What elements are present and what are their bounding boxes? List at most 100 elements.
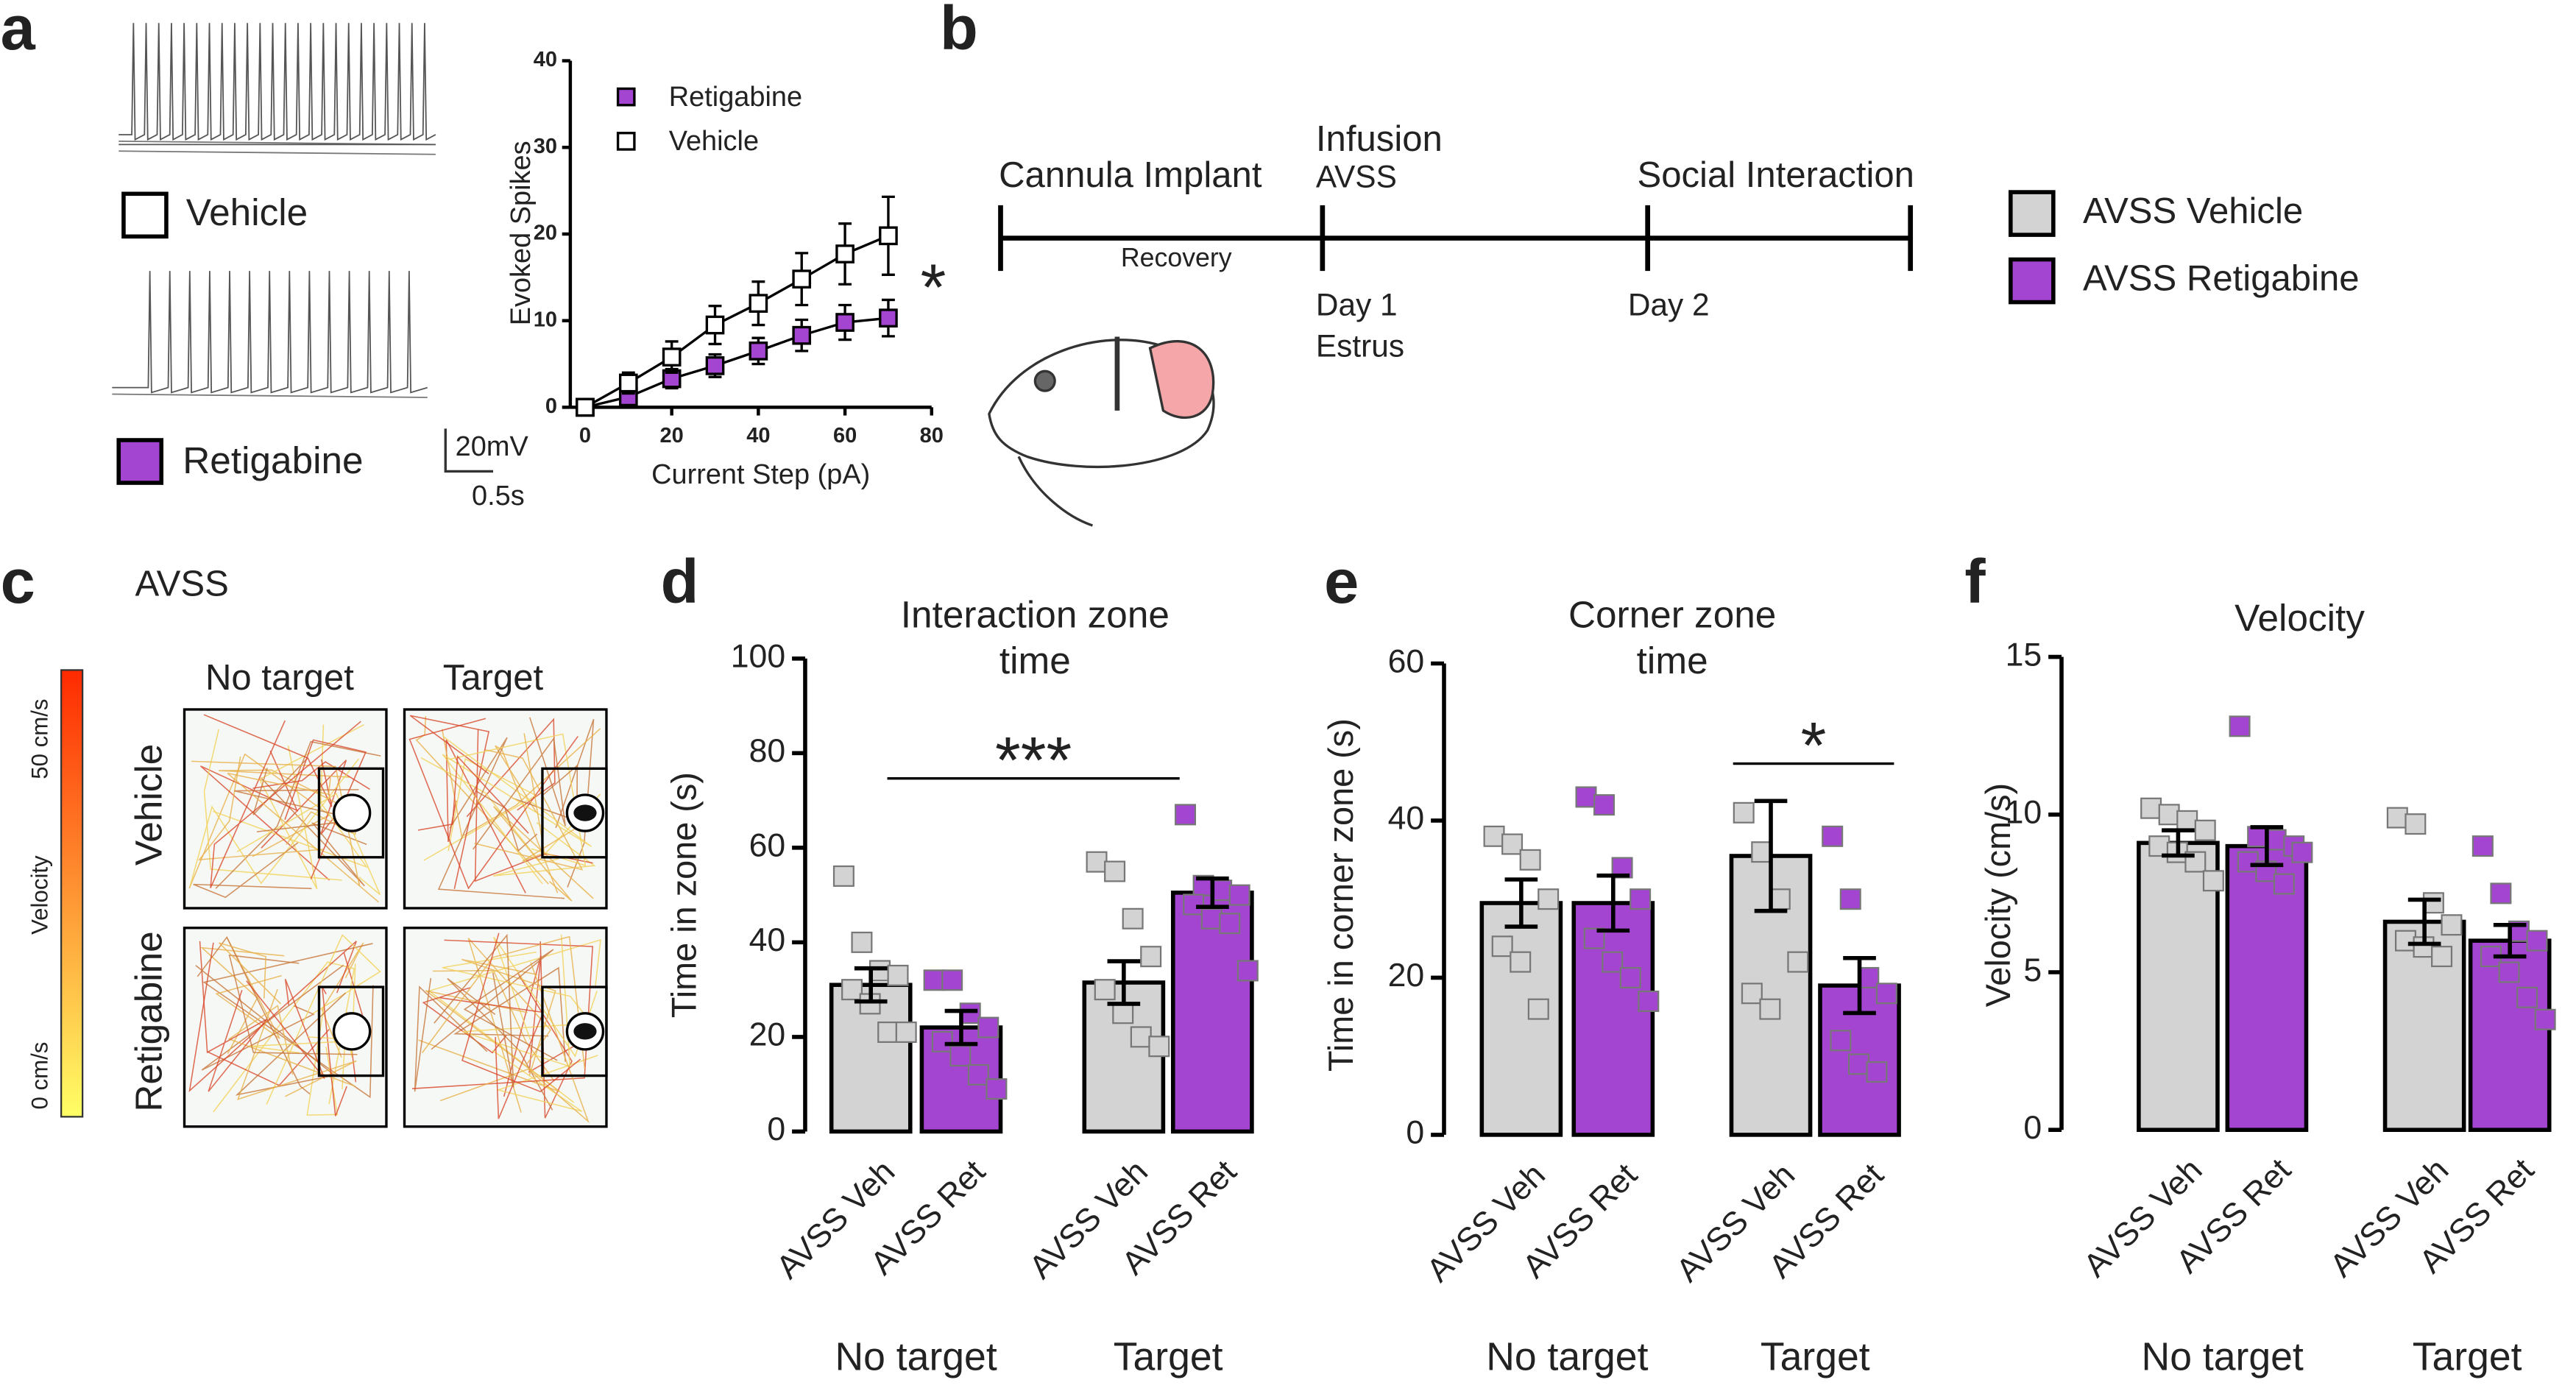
data-point: [977, 1016, 999, 1038]
y-tick-label: 30: [534, 135, 557, 158]
track: [414, 977, 488, 1092]
significance: *: [921, 250, 946, 324]
group-label: Target: [1114, 1336, 1223, 1379]
layout: [60, 23, 1914, 1128]
data-point: [1830, 1030, 1852, 1052]
track: [210, 720, 361, 888]
data-point: [832, 865, 854, 887]
timeline-event: Cannula Implant: [999, 155, 1262, 195]
marker: [749, 294, 768, 313]
legend-label: Vehicle: [669, 126, 759, 157]
chart-title: Interaction zone: [901, 594, 1170, 636]
error-bar: [2407, 897, 2441, 946]
group-label: Target: [2413, 1336, 2522, 1379]
track: [189, 758, 360, 888]
trace-baseline: [118, 150, 436, 155]
data-point: [1183, 893, 1205, 916]
data-point: [1228, 884, 1250, 906]
data-point: [2194, 819, 2216, 841]
track: [215, 740, 381, 889]
x-tick-label: 40: [746, 424, 770, 447]
y-tick-label: 60: [1388, 643, 1425, 679]
timeline-note: Recovery: [1121, 243, 1232, 272]
data-point: [1847, 1053, 1869, 1075]
track: [260, 777, 367, 887]
data-point: [2247, 826, 2269, 848]
legend-label: Retigabine: [669, 82, 802, 113]
track: [439, 997, 545, 1119]
timeline-event: AVSS: [1316, 159, 1397, 194]
track: [266, 934, 381, 1105]
colorbar-label: Velocity: [27, 855, 53, 935]
y-tick-label: 20: [1388, 958, 1425, 994]
data-point: [1527, 998, 1549, 1020]
marker: [835, 313, 854, 332]
group-label: No target: [835, 1336, 997, 1379]
track: [445, 739, 526, 893]
marker: [662, 347, 682, 367]
cup: [332, 793, 372, 832]
timeline-note: Day 2: [1628, 287, 1710, 322]
track: [227, 772, 379, 903]
trace: [112, 271, 428, 394]
y-tick-label: 20: [749, 1017, 786, 1053]
legend-label: Retigabine: [183, 439, 363, 481]
data-point: [1086, 851, 1108, 873]
data-point: [2158, 804, 2180, 826]
y-tick-label: 40: [1388, 801, 1425, 837]
data-point: [1130, 1026, 1152, 1048]
group-label: No target: [1486, 1336, 1648, 1379]
error-bar: [2250, 825, 2284, 868]
data-point: [2291, 841, 2313, 863]
track: [422, 935, 586, 1069]
error-bar: [1504, 877, 1538, 929]
data-point: [895, 1021, 917, 1043]
legend-swatch: [616, 87, 636, 107]
track: [493, 821, 596, 877]
mouse: [573, 804, 597, 821]
chart-title: Velocity: [2234, 597, 2365, 639]
data-point: [2273, 873, 2295, 895]
marker: [749, 341, 768, 361]
x-axis-label: Current Step (pA): [651, 459, 870, 490]
legend-swatch: [616, 132, 636, 151]
track: [462, 934, 598, 1068]
data-point: [967, 1063, 989, 1086]
trace: [118, 23, 436, 141]
data-point: [1875, 983, 1897, 1005]
data-point: [923, 969, 945, 991]
track: [198, 756, 325, 861]
y-tick-label: 0: [1406, 1115, 1424, 1151]
y-axis-label: Time in corner zone (s): [1322, 718, 1360, 1072]
legend-label: AVSS Vehicle: [2083, 191, 2303, 231]
data-point: [1148, 1036, 1170, 1058]
significance: ***: [995, 723, 1072, 796]
data-point: [1200, 907, 1222, 930]
trace-baseline: [112, 393, 428, 398]
x-tick-label: 0: [579, 424, 591, 447]
track: [258, 724, 364, 890]
y-tick-label: 5: [2023, 952, 2042, 988]
data-point: [2202, 870, 2224, 892]
track: [197, 935, 311, 1095]
data-point: [1787, 951, 1809, 973]
track: [199, 750, 330, 881]
track: [408, 718, 578, 890]
track: [473, 717, 566, 850]
data-point: [1236, 960, 1259, 982]
marker: [618, 373, 638, 393]
timeline-note: Day 1: [1316, 287, 1398, 322]
mouse: [573, 1023, 597, 1040]
data-point: [2441, 914, 2463, 936]
row-label: Vehicle: [127, 744, 169, 866]
data-point: [868, 960, 891, 982]
track: [453, 966, 566, 1062]
y-tick-label: 15: [2006, 637, 2042, 673]
data-point: [1211, 879, 1233, 902]
data-point: [1538, 888, 1560, 910]
track: [188, 753, 331, 889]
track: [415, 716, 549, 885]
timeline-event: Social Interaction: [1637, 155, 1914, 195]
data-point: [1510, 951, 1532, 973]
zone: [541, 985, 608, 1077]
